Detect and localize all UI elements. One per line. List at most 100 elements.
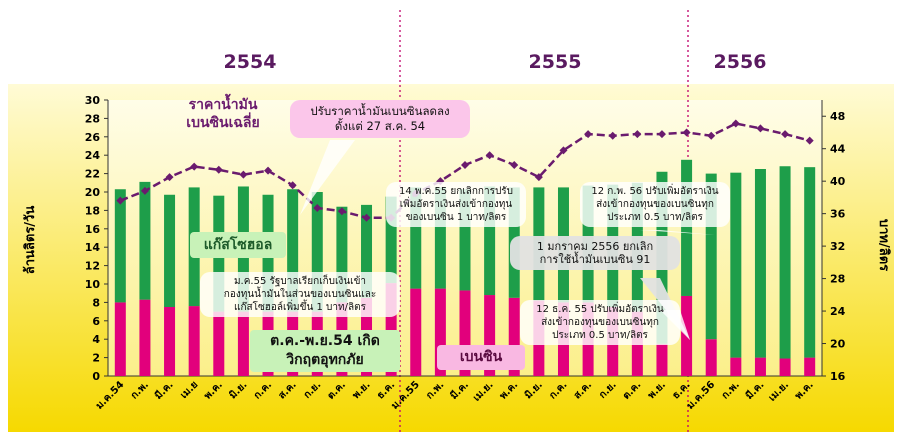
price-point	[239, 170, 248, 179]
price-point	[288, 181, 297, 190]
y2-tick-label: 44	[830, 143, 846, 156]
callout-tail	[300, 140, 355, 215]
bar-segment	[287, 189, 299, 312]
price-point	[608, 131, 617, 140]
bar-segment	[385, 196, 397, 284]
y2-tick-label: 36	[830, 208, 846, 221]
price-point	[116, 196, 125, 205]
price-point	[214, 165, 223, 174]
price-point	[313, 203, 322, 212]
price-point	[190, 162, 199, 171]
bar-segment	[484, 186, 496, 296]
bar-segment	[336, 206, 348, 303]
y2-tick-label: 40	[830, 175, 846, 188]
price-point	[362, 213, 371, 222]
price-point	[485, 151, 494, 160]
price-point	[805, 136, 814, 145]
bar-segment	[508, 297, 520, 376]
bar-segment	[434, 187, 446, 289]
y-tick-label: 18	[85, 204, 100, 217]
price-point	[559, 146, 568, 155]
price-point	[264, 166, 273, 175]
y2-tick-label: 32	[830, 240, 845, 253]
y-tick-label: 8	[92, 296, 100, 309]
year-label: 2555	[529, 51, 582, 73]
bar-segment	[164, 194, 176, 307]
bar-segment	[705, 339, 717, 376]
annotation: 12 ก.พ. 56 ปรับเพิ่มอัตราเงิน ส่งเข้ากอง…	[580, 182, 730, 227]
bar-segment	[237, 311, 249, 376]
price-point	[707, 131, 716, 140]
bar-segment	[188, 306, 200, 376]
bar-segment	[730, 357, 742, 376]
bar-segment	[410, 288, 422, 376]
bar-segment	[656, 343, 668, 376]
y-tick-label: 6	[92, 315, 100, 328]
price-point	[337, 207, 346, 216]
y-tick-label: 0	[92, 370, 100, 383]
price-point	[682, 128, 691, 137]
y2-tick-label: 24	[830, 305, 846, 318]
line-legend: ราคาน้ำมัน เบนซินเฉลี่ย	[186, 97, 260, 131]
y-tick-label: 16	[85, 223, 101, 236]
y-tick-label: 24	[85, 149, 101, 162]
bar-segment	[484, 295, 496, 376]
bar-segment	[213, 311, 225, 376]
price-point	[584, 130, 593, 139]
bar-segment	[459, 290, 471, 376]
y2-tick-label: 28	[830, 273, 845, 286]
price-point	[165, 173, 174, 182]
y-tick-label: 12	[85, 260, 100, 273]
price-point	[140, 186, 149, 195]
price-point	[510, 160, 519, 169]
bar-segment	[114, 189, 126, 303]
bar-segment	[434, 288, 446, 376]
bar-segment	[361, 204, 373, 298]
bar-segment	[754, 357, 766, 376]
y2-axis-title: บาท/ลิตร	[876, 219, 891, 271]
price-point	[657, 130, 666, 139]
y-tick-label: 26	[85, 131, 101, 144]
bar-segment	[139, 299, 151, 376]
year-label: 2554	[224, 51, 277, 73]
price-point	[756, 124, 765, 133]
bar-segment	[779, 166, 791, 359]
annotation: 12 ธ.ค. 55 ปรับเพิ่มอัตราเงิน ส่งเข้ากอง…	[520, 300, 680, 345]
y-tick-label: 30	[85, 94, 101, 107]
price-point	[633, 130, 642, 139]
y2-tick-label: 20	[830, 338, 846, 351]
y-tick-label: 28	[85, 112, 100, 125]
bar-segment	[804, 357, 816, 376]
price-point	[731, 119, 740, 128]
bar-segment	[114, 302, 126, 376]
y-tick-label: 4	[92, 333, 100, 346]
bar-segment	[410, 187, 422, 289]
bar-segment	[804, 167, 816, 358]
bar-segment	[730, 172, 742, 358]
y-tick-label: 20	[85, 186, 101, 199]
annotation: 1 มกราคม 2556 ยกเลิก การใช้น้ำมันเบนซิน …	[510, 236, 680, 270]
price-point	[534, 173, 543, 182]
price-point	[461, 160, 469, 169]
y-tick-label: 14	[85, 241, 101, 254]
legend-benzine: เบนซิน	[437, 345, 525, 370]
annotation: ต.ค.-พ.ย.54 เกิด วิกฤตอุทกภัย	[250, 330, 400, 372]
bar-segment	[139, 181, 151, 300]
annotation: ปรับราคาน้ำมันเบนซินลดลง ดั้งแต่ 27 ส.ค.…	[290, 100, 470, 138]
price-point	[781, 130, 790, 139]
annotation: 14 พ.ค.55 ยกเลิกการปรับ เพิ่มอัตราเงินส่…	[386, 182, 526, 227]
y2-tick-label: 16	[830, 370, 846, 383]
bar-segment	[311, 192, 323, 312]
bar-segment	[385, 283, 397, 376]
annotation: ม.ค.55 รัฐบาลเรียกเก็บเงินเข้า กองทุนน้ำ…	[200, 272, 400, 317]
y-tick-label: 10	[85, 278, 101, 291]
year-label: 2556	[714, 51, 767, 73]
bar-segment	[779, 358, 791, 376]
callout-tail	[640, 230, 715, 235]
bar-segment	[681, 159, 693, 296]
legend-gasohol: แก๊สโซฮอล	[190, 232, 286, 258]
bar-segment	[754, 169, 766, 358]
y-tick-label: 2	[92, 352, 100, 365]
bar-segment	[705, 173, 717, 340]
bar-segment	[459, 189, 471, 291]
